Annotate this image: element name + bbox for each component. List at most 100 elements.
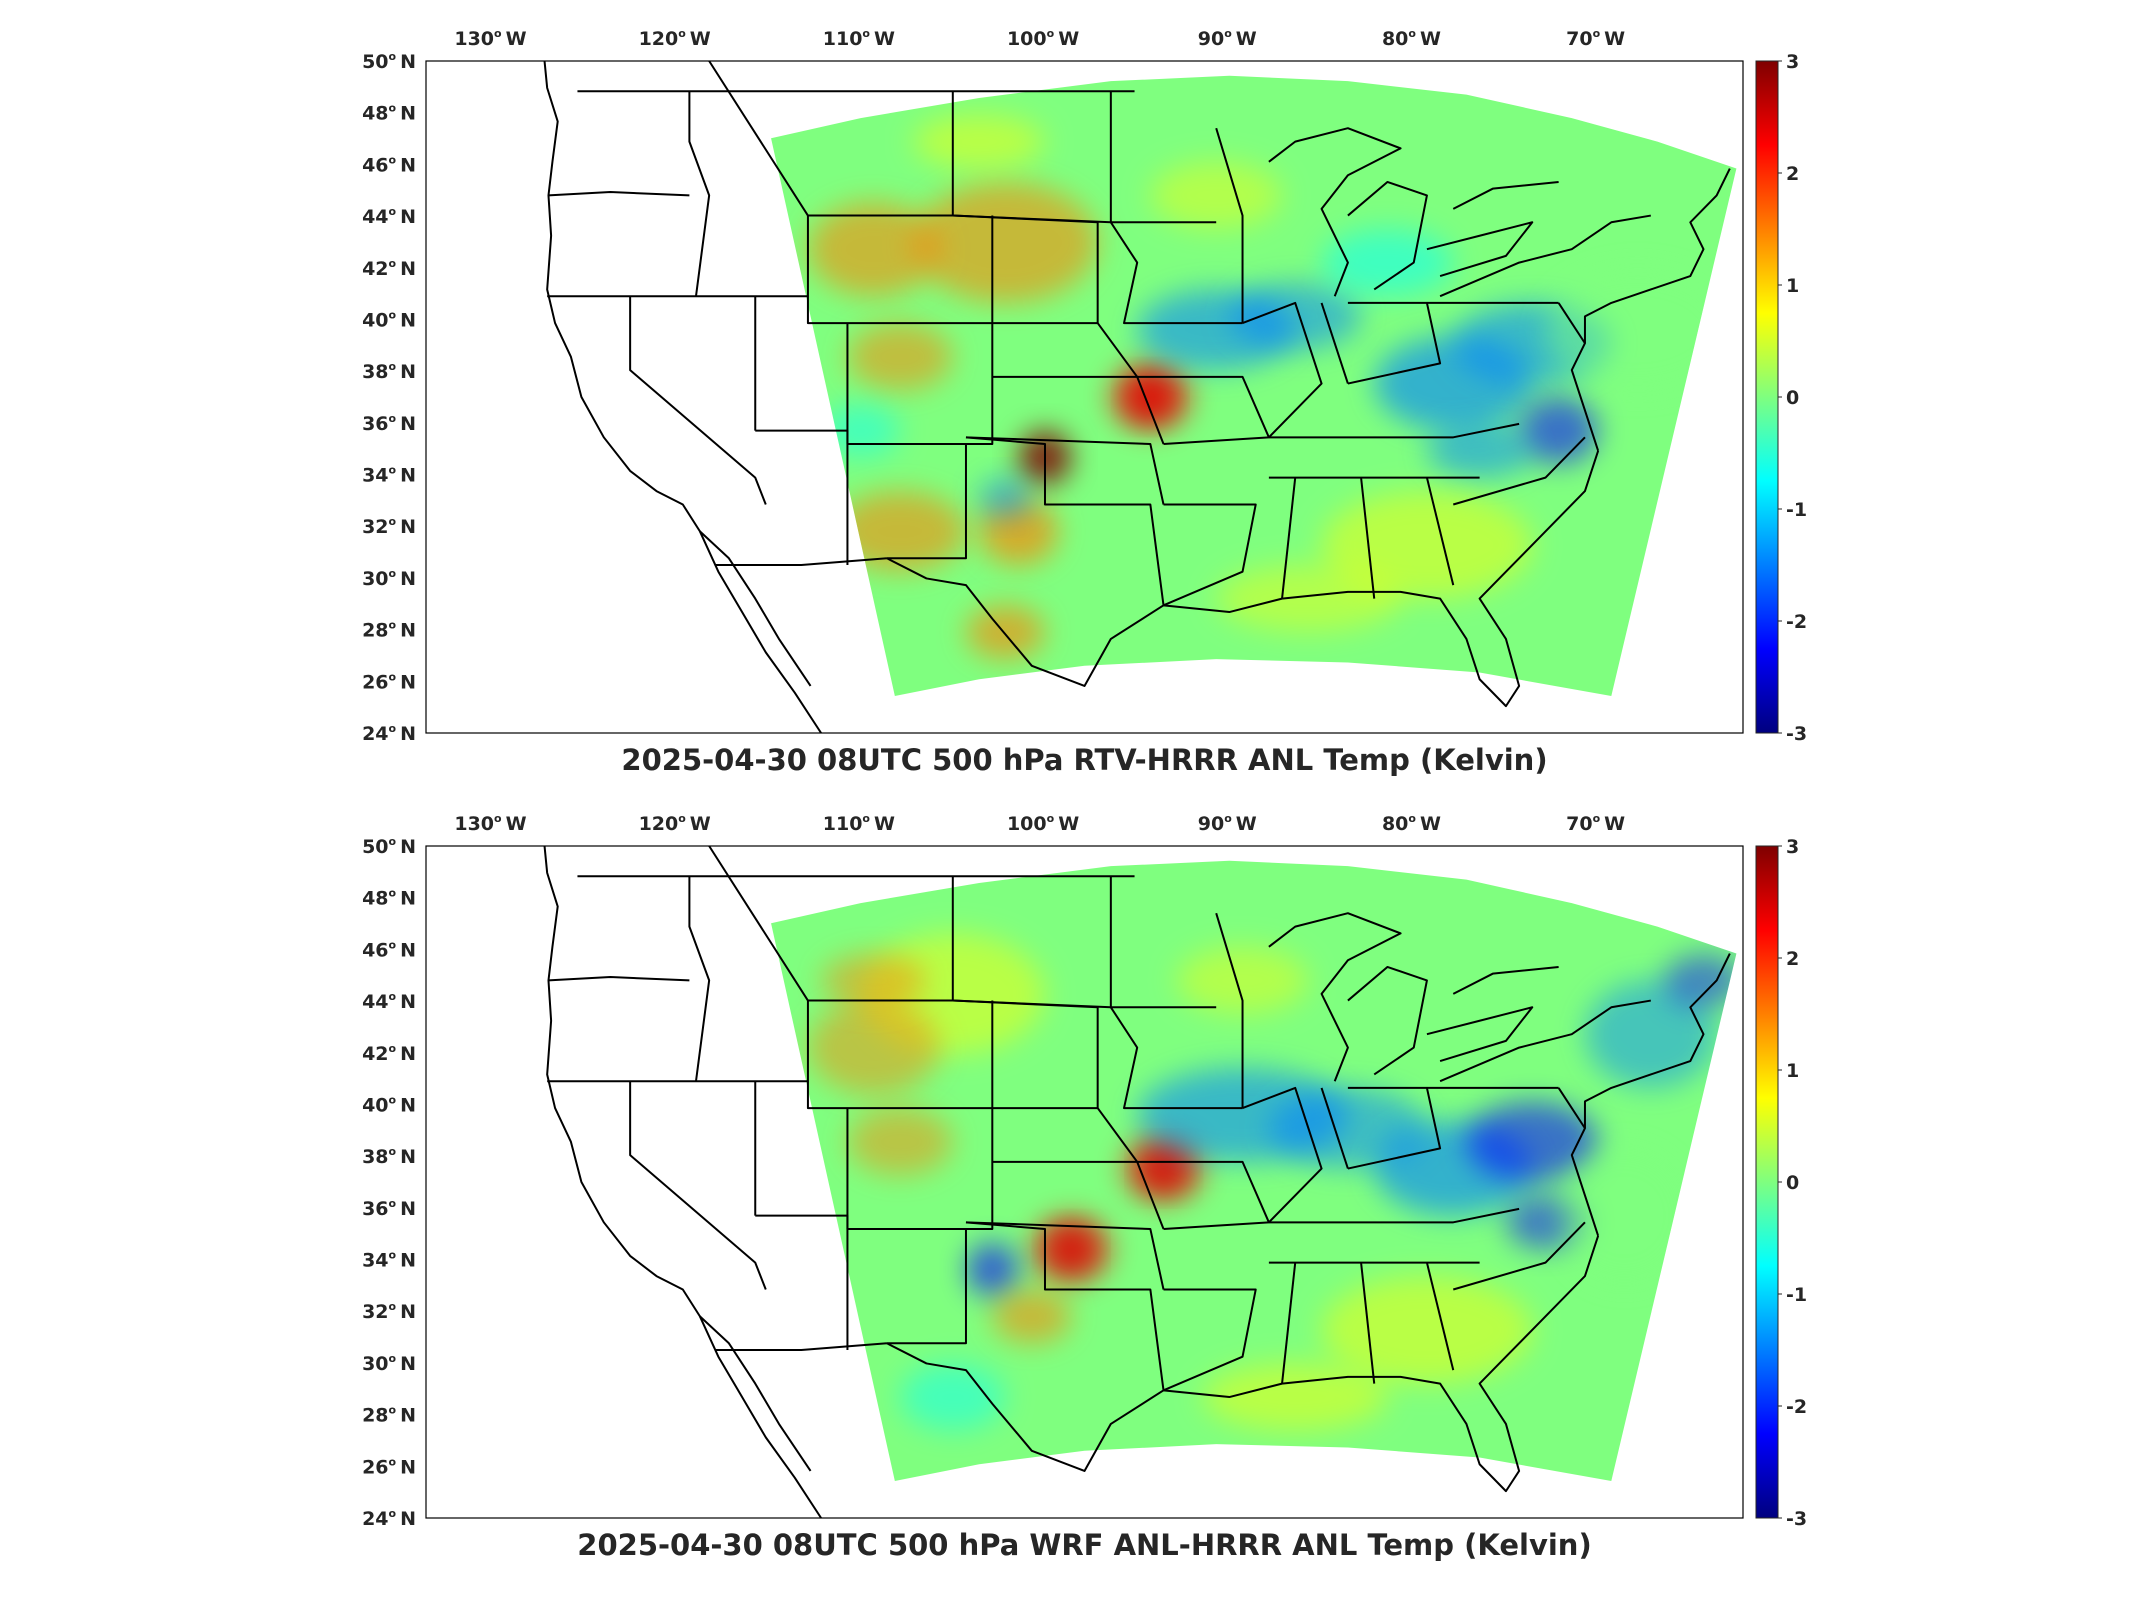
latitude-label: 28o N [362,1404,416,1427]
latitude-label: 46o N [362,153,416,176]
latitude-label: 36o N [362,412,416,435]
colorbar-tick-label: 2 [1786,948,1799,970]
boundary-line [1320,302,1349,384]
latitude-label: 50o N [362,835,416,858]
latitude-label: 38o N [362,360,416,383]
latitude-label: 44o N [362,990,416,1013]
boundary-line [1268,127,1402,297]
boundary-line [1347,1086,1442,1170]
anomaly-blob [1519,397,1599,465]
boundary-line [1426,221,1534,277]
boundary-line [1268,1207,1520,1224]
longitude-label: 70o W [1566,27,1625,50]
latitude-label: 24o N [362,722,416,745]
longitude-label: 80o W [1382,27,1441,50]
boundary-line [1163,503,1257,607]
boundary-line [1281,1235,1600,1493]
boundary-line [715,1342,888,1351]
boundary-line [1452,180,1559,210]
boundary-line [1360,477,1376,599]
boundary-line [629,1081,767,1290]
boundary-line [1570,168,1731,452]
boundary-line [1242,1086,1323,1224]
boundary-line [1242,301,1323,439]
boundary-line [806,1000,994,1110]
boundary-line [1320,1087,1349,1169]
latitude-label: 30o N [362,567,416,590]
latitude-label: 30o N [362,1352,416,1375]
latitude-label: 32o N [362,1300,416,1323]
panel-title: 2025-04-30 08UTC 500 hPa RTV-HRRR ANL Te… [621,743,1547,777]
boundary-line [1570,953,1731,1237]
anomaly-blob [807,1000,940,1095]
map-panel-rtv: 130o W 120o W 110o W 100o W 90o W 80o W 70o W 50o N 48o… [362,27,1807,777]
anomaly-blob [900,1363,1006,1431]
boundary-line [1110,1006,1243,1110]
boundary-line [699,1315,812,1472]
boundary-line [1215,127,1244,324]
longitude-label: 120o W [639,812,711,835]
colorbar-tick-label: -1 [1786,499,1807,521]
boundary-line [1281,477,1297,599]
boundary-line [688,91,711,297]
longitude-labels: 130o W 120o W 110o W 100o W 90o W 80o W 70o W [454,812,1625,835]
boundary-line [548,976,690,982]
boundary-line [543,845,822,1519]
latitude-label: 44o N [362,205,416,228]
anomaly-blob [1150,161,1283,229]
latitude-label: 26o N [362,670,416,693]
latitude-label: 48o N [362,887,416,910]
longitude-label: 100o W [1007,27,1079,50]
boundary-line [1452,965,1559,995]
boundary-line [688,876,711,1082]
boundary-line [1425,1262,1455,1371]
boundary-line [806,215,994,325]
latitude-label: 46o N [362,938,416,961]
anomaly-blob [1176,946,1309,1015]
anomaly-blob [834,491,966,572]
latitude-label: 50o N [362,50,416,73]
anomaly-blob [913,181,1098,303]
anomaly-blob [1584,980,1717,1088]
boundary-line [1425,477,1455,586]
boundary-line [886,436,1165,687]
boundary-line [1163,597,1283,614]
latitude-label: 40o N [362,308,416,331]
boundary-line [1268,422,1520,439]
boundary-line [951,91,1111,224]
boundary-line [1360,1262,1376,1384]
longitude-label: 100o W [1007,812,1079,835]
latitude-label: 32o N [362,515,416,538]
anomaly-blob [1203,1363,1388,1431]
boundary-line [548,191,690,197]
boundary-line [1281,450,1600,708]
boundary-line [755,1214,849,1350]
longitude-labels: 130o W 120o W 110o W 100o W 90o W 80o W 70o W [454,27,1625,50]
longitude-label: 120o W [639,27,711,50]
boundary-line [1347,965,1428,1076]
anomaly-blob [847,1108,953,1176]
latitude-label: 42o N [362,1042,416,1065]
anomaly-blob [1031,1215,1111,1283]
longitude-label: 80o W [1382,812,1441,835]
boundary-line [1281,1262,1297,1384]
longitude-label: 110o W [823,812,895,835]
boundary-line [847,1228,967,1345]
boundary-line [1452,1221,1586,1291]
boundary-line [1426,1006,1534,1062]
anomaly-blob [1229,282,1362,350]
anomaly-blob [1558,1148,1691,1283]
boundary-line [1347,180,1428,291]
colorbar-tick-label: 3 [1786,51,1799,73]
boundary-line [755,429,849,565]
longitude-label: 70o W [1566,812,1625,835]
anomaly-blob [1216,565,1401,633]
temperature-difference-field [771,75,1737,697]
map-frame [425,60,1744,734]
anomaly-blob [847,323,953,391]
boundary-line [951,876,1111,1009]
latitude-label: 24o N [362,1507,416,1530]
colorbar-tick-label: -2 [1786,1396,1807,1418]
boundary-line [715,557,888,566]
